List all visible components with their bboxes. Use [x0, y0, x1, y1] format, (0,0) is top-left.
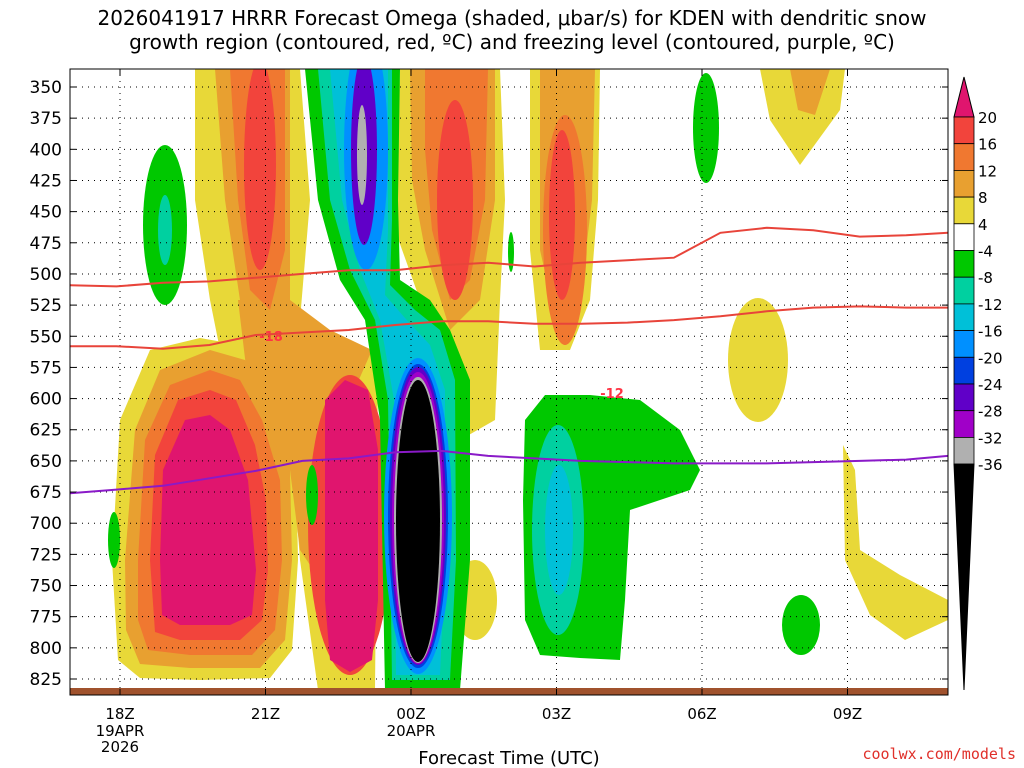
- title-line-1: 2026041917 HRRR Forecast Omega (shaded, …: [97, 6, 927, 30]
- colorbar-segment: [953, 196, 975, 225]
- terrain-strip: [70, 688, 948, 695]
- colorbar-bottom-arrow: [953, 463, 975, 691]
- x-tick-label: 06Z: [687, 705, 716, 723]
- colorbar-segment: [953, 383, 975, 412]
- omega-column-gray: [357, 105, 367, 205]
- omega-band-red-2030z: [244, 69, 276, 270]
- contour-line-0: [70, 226, 948, 288]
- omega-blob-teal-1830z: [158, 195, 172, 265]
- colorbar-level-label: 20: [978, 109, 997, 127]
- colorbar-segment: [953, 356, 975, 385]
- x-tick-sublabel: 20APR: [387, 722, 436, 740]
- contour-label-1: -12: [600, 387, 624, 402]
- colorbar-segment: [953, 410, 975, 438]
- colorbar-segment: [953, 116, 975, 145]
- colorbar-level-label: -16: [978, 323, 1003, 341]
- x-tick-label: 09Z: [833, 705, 862, 723]
- omega-blob-ltorange-08z: [790, 69, 830, 115]
- y-tick-label: 675: [30, 483, 62, 503]
- y-tick-label: 375: [30, 109, 62, 129]
- x-tick-label: 03Z: [542, 705, 571, 723]
- y-tick-label: 800: [30, 639, 62, 659]
- x-axis-label: Forecast Time (UTC): [418, 748, 599, 768]
- omega-region-cyan-03z: [545, 465, 573, 595]
- grid-lines: [70, 69, 948, 695]
- y-tick-label: 725: [30, 545, 62, 565]
- colorbar-segment: [953, 250, 975, 278]
- colorbar-level-label: -20: [978, 349, 1003, 367]
- omega-blob-green-18z: [108, 512, 120, 568]
- colorbar-segment: [953, 276, 975, 305]
- title-line-2: growth region (contoured, red, ºC) and f…: [129, 30, 895, 54]
- y-tick-label: 425: [30, 171, 62, 191]
- y-tick-label: 600: [30, 390, 62, 410]
- x-tick-sublabel: 19APR: [96, 722, 145, 740]
- y-tick-label: 450: [30, 203, 62, 223]
- credit-text: coolwx.com/models: [862, 745, 1016, 763]
- omega-blob-yellow-08z: [760, 69, 845, 165]
- colorbar-segment: [953, 436, 975, 465]
- y-axis: 350 375 400 425 450 475 500 525 550 575 600 625 650 6…: [30, 78, 948, 690]
- colorbar-top-arrow: [953, 76, 975, 118]
- colorbar-level-label: -36: [978, 456, 1003, 474]
- colorbar-segment: [953, 143, 975, 171]
- colorbar-level-label: 4: [978, 216, 988, 234]
- contour-line-2: [70, 449, 948, 495]
- omega-core-black: [396, 380, 440, 662]
- y-tick-label: 500: [30, 265, 62, 285]
- y-tick-label: 750: [30, 577, 62, 597]
- x-tick-label: 21Z: [251, 705, 280, 723]
- omega-blob-green-0130z: [508, 232, 514, 272]
- y-tick-label: 475: [30, 234, 62, 254]
- colorbar-segment: [953, 223, 975, 251]
- temperature-contours: -18 -12: [70, 226, 948, 495]
- colorbar-segment: [953, 303, 975, 331]
- x-tick-label: 18Z: [105, 705, 134, 723]
- y-tick-label: 400: [30, 140, 62, 160]
- colorbar: 20 16 12 8 4 -4 -8 -12 -16 -20 -24 -28 -32 -36: [953, 76, 1003, 691]
- omega-core-magenta-19z: [160, 415, 256, 625]
- omega-blob-green-08z: [782, 595, 820, 655]
- x-tick-sublabel: 2026: [101, 738, 139, 756]
- colorbar-level-label: -8: [978, 269, 993, 287]
- y-tick-label: 650: [30, 452, 62, 472]
- colorbar-level-label: -28: [978, 403, 1003, 421]
- colorbar-level-label: 8: [978, 189, 988, 207]
- contour-label-0: -18: [259, 330, 283, 345]
- y-tick-label: 825: [30, 670, 62, 690]
- omega-blob-yellow-09z: [843, 445, 948, 640]
- colorbar-level-label: -12: [978, 296, 1003, 314]
- y-tick-label: 350: [30, 78, 62, 98]
- y-tick-label: 550: [30, 327, 62, 347]
- colorbar-segment: [953, 330, 975, 358]
- x-tick-label: 00Z: [396, 705, 425, 723]
- y-tick-label: 700: [30, 514, 62, 534]
- colorbar-level-label: -32: [978, 429, 1003, 447]
- contour-line-1: [70, 305, 948, 350]
- omega-blob-yellow-06z: [728, 298, 788, 422]
- colorbar-level-label: 16: [978, 136, 997, 154]
- colorbar-level-label: -4: [978, 243, 993, 261]
- omega-band-red-0030z: [437, 100, 473, 300]
- y-tick-label: 575: [30, 358, 62, 378]
- chart-title: 2026041917 HRRR Forecast Omega (shaded, …: [0, 6, 1024, 54]
- colorbar-level-label: 12: [978, 162, 997, 180]
- plot-border: [69, 68, 949, 696]
- omega-core-magenta-2250z: [325, 380, 378, 672]
- omega-band-red-02z: [549, 130, 575, 300]
- omega-blob-green-0630z: [693, 73, 719, 183]
- y-tick-label: 625: [30, 421, 62, 441]
- omega-blob-green-2130z: [306, 465, 318, 525]
- colorbar-level-label: -24: [978, 376, 1003, 394]
- omega-band-ltorange-22z: [238, 300, 372, 580]
- y-tick-label: 775: [30, 608, 62, 628]
- colorbar-segment: [953, 169, 975, 198]
- y-tick-label: 525: [30, 296, 62, 316]
- plot-frame: [69, 68, 949, 696]
